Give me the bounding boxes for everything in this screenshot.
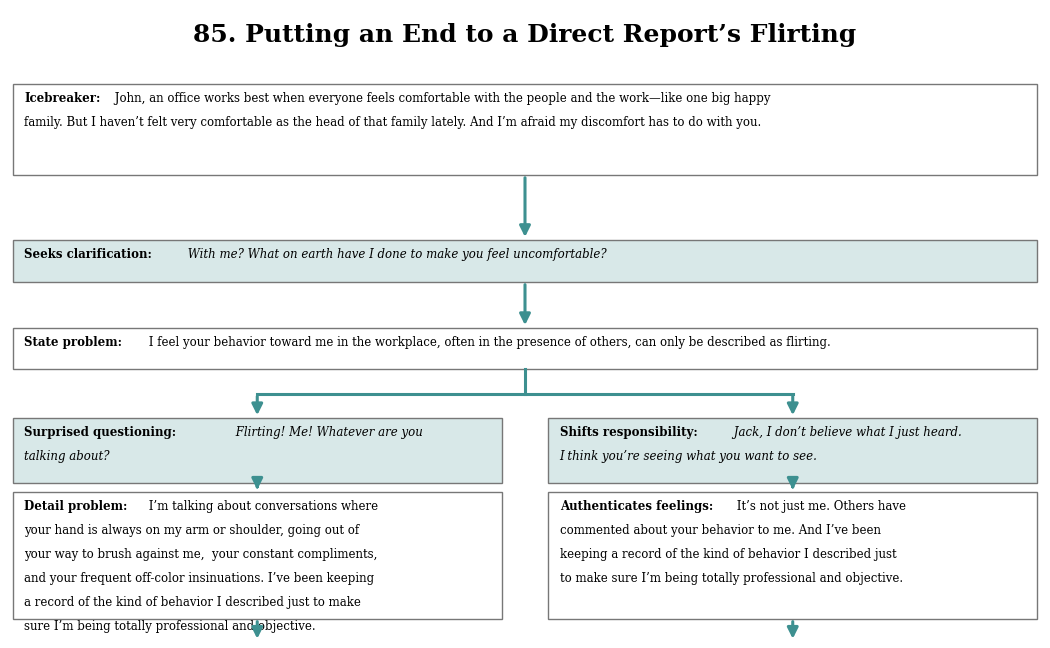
FancyBboxPatch shape <box>548 492 1037 619</box>
Text: Flirting! Me! Whatever are you: Flirting! Me! Whatever are you <box>232 426 423 439</box>
Text: Shifts responsibility:: Shifts responsibility: <box>560 426 697 439</box>
FancyBboxPatch shape <box>13 240 1037 282</box>
Text: Surprised questioning:: Surprised questioning: <box>24 426 176 439</box>
Text: Icebreaker:: Icebreaker: <box>24 92 101 105</box>
Text: 85. Putting an End to a Direct Report’s Flirting: 85. Putting an End to a Direct Report’s … <box>193 23 857 47</box>
Text: With me? What on earth have I done to make you feel uncomfortable?: With me? What on earth have I done to ma… <box>184 248 607 260</box>
Text: Seeks clarification:: Seeks clarification: <box>24 248 152 260</box>
Text: I feel your behavior toward me in the workplace, often in the presence of others: I feel your behavior toward me in the wo… <box>145 336 831 349</box>
Text: I think you’re seeing what you want to see.: I think you’re seeing what you want to s… <box>560 450 818 463</box>
Text: to make sure I’m being totally professional and objective.: to make sure I’m being totally professio… <box>560 572 903 585</box>
Text: sure I’m being totally professional and objective.: sure I’m being totally professional and … <box>24 620 316 633</box>
Text: It’s not just me. Others have: It’s not just me. Others have <box>733 500 906 513</box>
Text: and your frequent off-color insinuations. I’ve been keeping: and your frequent off-color insinuations… <box>24 572 374 585</box>
FancyBboxPatch shape <box>548 418 1037 483</box>
Text: Jack, I don’t believe what I just heard.: Jack, I don’t believe what I just heard. <box>730 426 962 439</box>
Text: family. But I haven’t felt very comfortable as the head of that family lately. A: family. But I haven’t felt very comforta… <box>24 116 761 129</box>
Text: Authenticates feelings:: Authenticates feelings: <box>560 500 713 513</box>
FancyBboxPatch shape <box>13 84 1037 175</box>
FancyBboxPatch shape <box>13 492 502 619</box>
FancyBboxPatch shape <box>13 328 1037 369</box>
Text: your hand is always on my arm or shoulder, going out of: your hand is always on my arm or shoulde… <box>24 524 359 537</box>
Text: a record of the kind of behavior I described just to make: a record of the kind of behavior I descr… <box>24 596 361 609</box>
Text: Detail problem:: Detail problem: <box>24 500 127 513</box>
Text: John, an office works best when everyone feels comfortable with the people and t: John, an office works best when everyone… <box>111 92 771 105</box>
FancyBboxPatch shape <box>13 418 502 483</box>
Text: talking about?: talking about? <box>24 450 109 463</box>
Text: keeping a record of the kind of behavior I described just: keeping a record of the kind of behavior… <box>560 548 897 561</box>
Text: your way to brush against me,  your constant compliments,: your way to brush against me, your const… <box>24 548 378 561</box>
Text: State problem:: State problem: <box>24 336 122 349</box>
Text: commented about your behavior to me. And I’ve been: commented about your behavior to me. And… <box>560 524 881 537</box>
Text: I’m talking about conversations where: I’m talking about conversations where <box>145 500 378 513</box>
